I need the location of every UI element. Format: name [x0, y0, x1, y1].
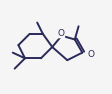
- Text: O: O: [58, 29, 65, 38]
- Text: O: O: [88, 50, 95, 59]
